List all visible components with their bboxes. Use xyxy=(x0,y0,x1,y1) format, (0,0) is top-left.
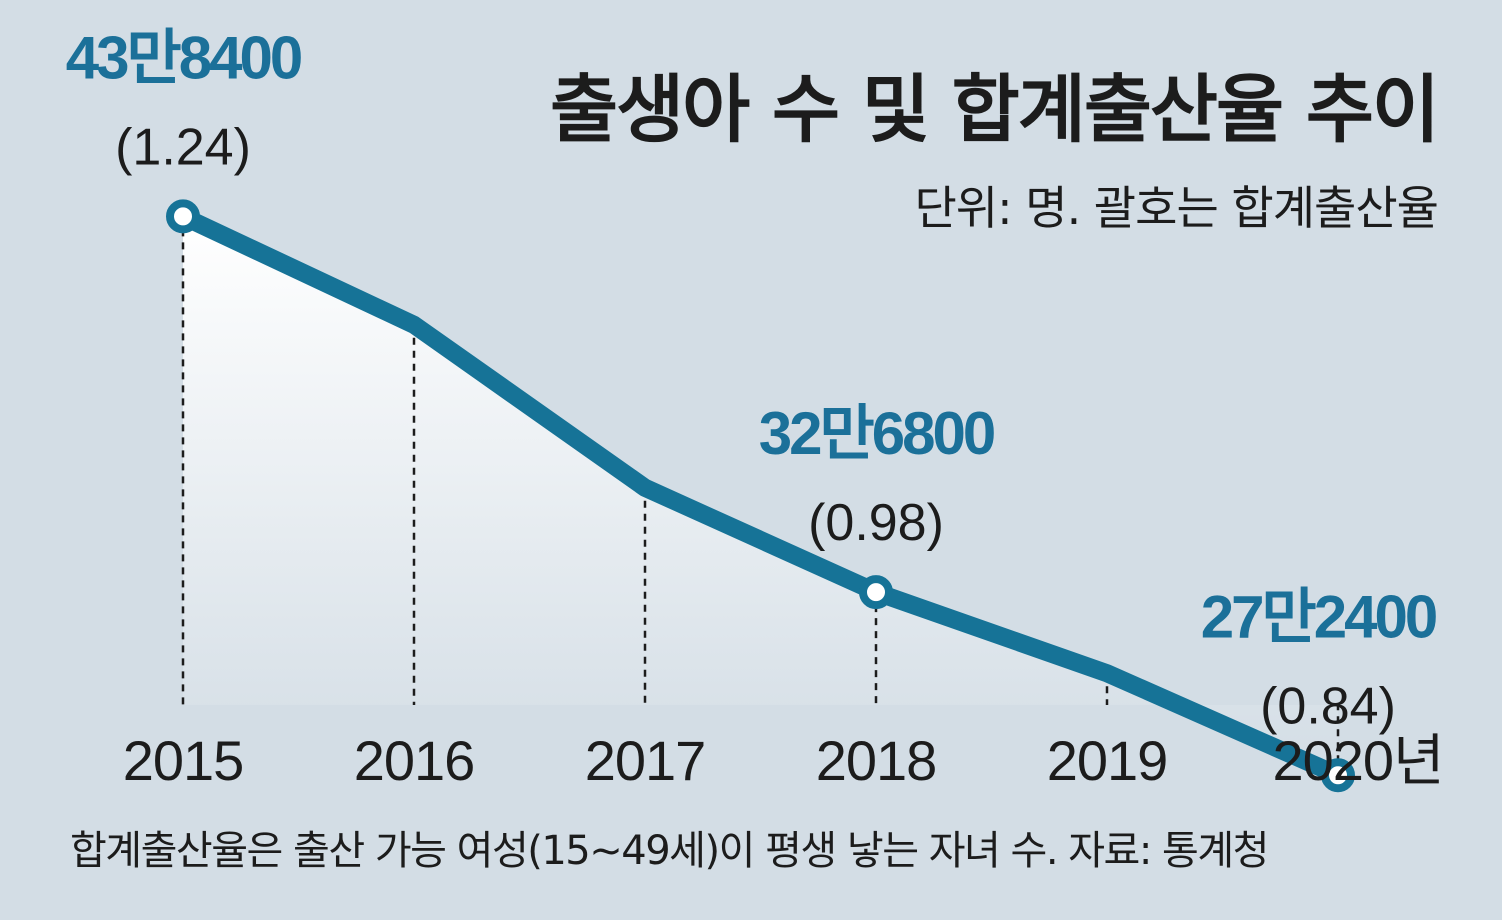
data-point-2020년 xyxy=(1321,758,1355,793)
x-tick-label-2018: 2018 xyxy=(816,729,937,792)
area-fill xyxy=(183,216,1338,776)
data-point-2015 xyxy=(166,199,200,234)
series-line xyxy=(174,207,1347,785)
data-label-value-2018: 32만6800 xyxy=(759,400,994,467)
x-tick-label-2020년: 2020년 xyxy=(1272,729,1443,792)
data-label-rate-2020년: (0.84) xyxy=(1260,677,1396,735)
data-label-rate-2018: (0.98) xyxy=(808,494,944,552)
data-label-value-2015: 43만8400 xyxy=(66,24,301,91)
chart-title: 출생아 수 및 합계출산율 추이 xyxy=(549,67,1440,153)
data-point-2018 xyxy=(859,575,893,610)
x-tick-label-2017: 2017 xyxy=(585,729,706,792)
x-tick-label-2019: 2019 xyxy=(1047,729,1168,792)
x-tick-label-2015: 2015 xyxy=(123,729,244,792)
chart-subtitle: 단위: 명. 괄호는 합계출산율 xyxy=(914,181,1439,235)
chart-footnote: 합계출산율은 출산 가능 여성(15~49세)이 평생 낳는 자녀 수. 자료:… xyxy=(70,828,1269,874)
x-tick-label-2016: 2016 xyxy=(354,729,475,792)
data-label-rate-2015: (1.24) xyxy=(115,118,251,176)
data-label-value-2020년: 27만2400 xyxy=(1201,583,1436,650)
